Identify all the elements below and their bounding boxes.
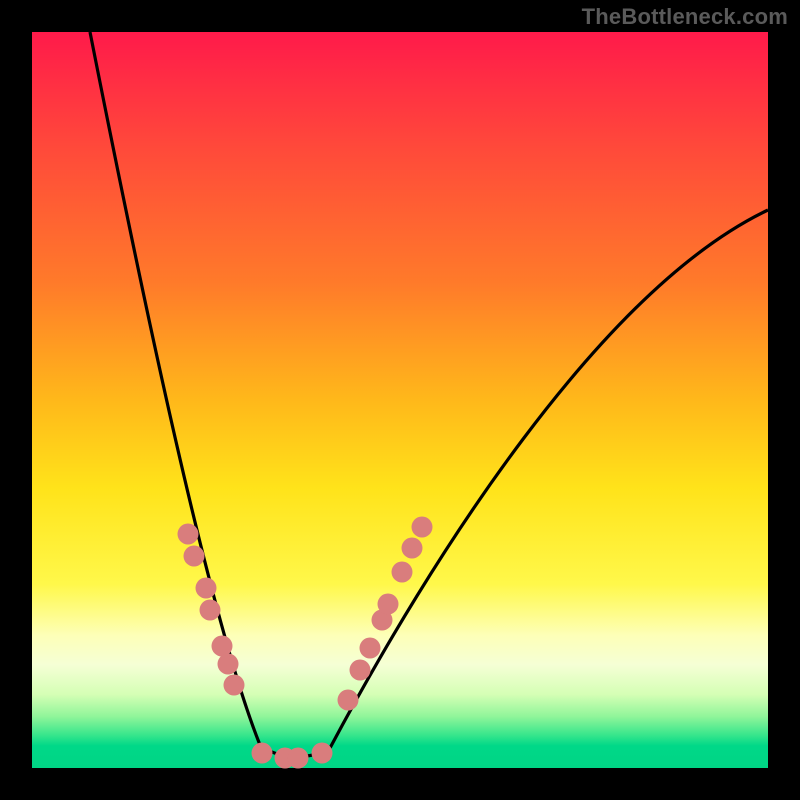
marker-dot xyxy=(378,594,399,615)
marker-dot xyxy=(360,638,381,659)
plot-gradient-bg xyxy=(32,32,768,768)
marker-dot xyxy=(312,743,333,764)
marker-dot xyxy=(184,546,205,567)
marker-dot xyxy=(402,538,423,559)
marker-dot xyxy=(200,600,221,621)
chart-root: { "canvas": { "width": 800, "height": 80… xyxy=(0,0,800,800)
marker-dot xyxy=(288,748,309,769)
marker-dot xyxy=(218,654,239,675)
marker-dot xyxy=(212,636,233,657)
marker-dot xyxy=(392,562,413,583)
watermark-text: TheBottleneck.com xyxy=(582,4,788,30)
plot-svg xyxy=(0,0,800,800)
marker-dot xyxy=(338,690,359,711)
marker-dot xyxy=(196,578,217,599)
marker-dot xyxy=(224,675,245,696)
marker-dot xyxy=(350,660,371,681)
marker-dot xyxy=(178,524,199,545)
marker-dot xyxy=(412,517,433,538)
marker-dot xyxy=(252,743,273,764)
